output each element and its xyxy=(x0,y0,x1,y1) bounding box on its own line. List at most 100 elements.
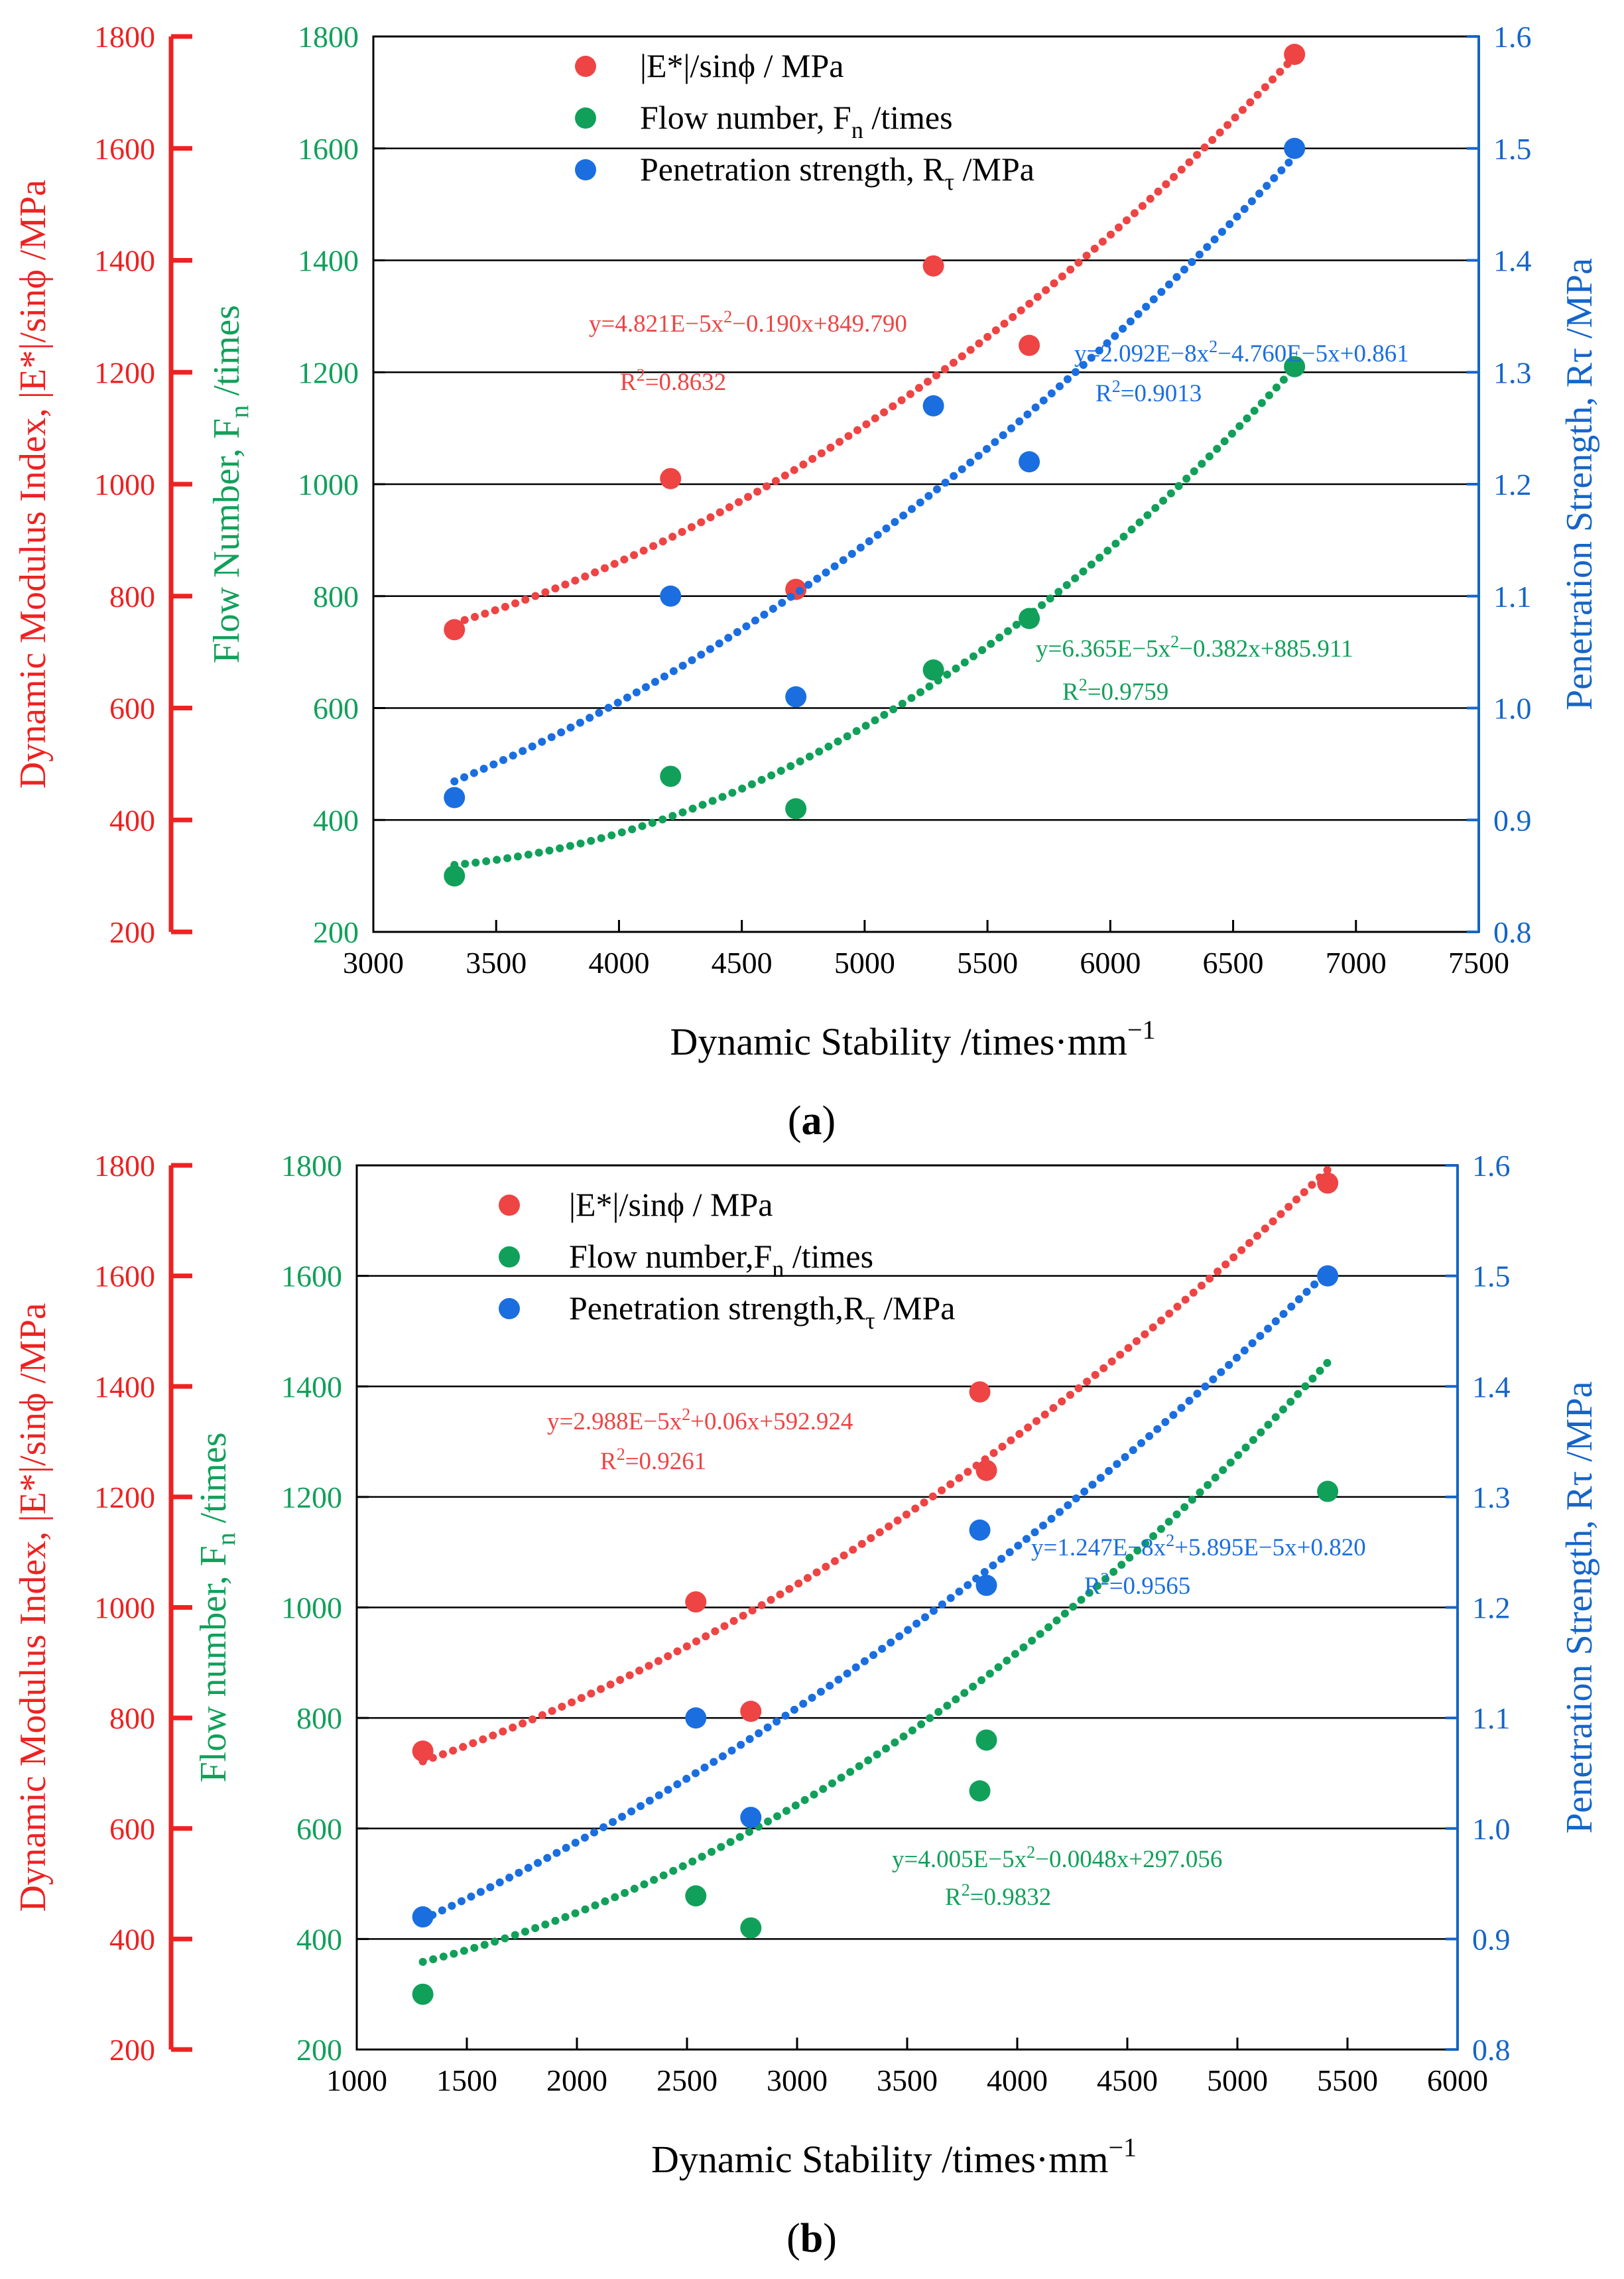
x-tick-label: 1000 xyxy=(326,2063,387,2097)
red-y-tick-label: 1800 xyxy=(94,1149,155,1183)
data-point-blue xyxy=(412,1906,434,1928)
data-point-red xyxy=(740,1701,762,1723)
data-point-red xyxy=(922,255,944,277)
green-y-tick-label: 1200 xyxy=(298,356,359,389)
data-point-green xyxy=(1019,608,1040,629)
legend-marker xyxy=(575,159,596,180)
data-point-green xyxy=(740,1917,762,1939)
legend-marker xyxy=(499,1246,520,1268)
x-tick-label: 7500 xyxy=(1448,946,1509,980)
x-tick-label: 3000 xyxy=(767,2063,828,2097)
blue-y-tick-label: 1.2 xyxy=(1472,1591,1511,1625)
data-point-green xyxy=(975,1729,997,1751)
blue-y-tick-label: 1.6 xyxy=(1493,20,1532,54)
blue-y-tick-label: 1.1 xyxy=(1493,580,1532,614)
green-y-tick-label: 1400 xyxy=(298,244,359,278)
x-tick-label: 3500 xyxy=(877,2063,938,2097)
blue-y-tick-label: 1.4 xyxy=(1472,1370,1511,1403)
green-y-tick-label: 1600 xyxy=(281,1260,342,1293)
green-y-tick-label: 800 xyxy=(296,1701,342,1735)
x-tick-label: 5000 xyxy=(834,946,895,980)
fit-curve-blue xyxy=(418,1268,1332,1923)
red-y-tick-label: 1000 xyxy=(94,468,155,501)
data-point-green xyxy=(1284,356,1306,377)
x-tick-label: 4000 xyxy=(588,946,649,980)
green-y-axis-label: Flow number, Fn /times xyxy=(193,1433,241,1783)
fit-equation-blue: y=2.092E−8x2−4.760E−5x+0.861 xyxy=(1074,337,1409,367)
legend-marker xyxy=(499,1298,520,1319)
data-point-green xyxy=(685,1885,707,1907)
r-squared-blue: R2=0.9013 xyxy=(1095,377,1202,407)
data-point-red xyxy=(412,1740,434,1762)
green-y-tick-label: 400 xyxy=(313,803,359,837)
x-tick-label: 6500 xyxy=(1203,946,1264,980)
r-squared-red: R2=0.8632 xyxy=(620,365,726,396)
data-point-green xyxy=(785,798,807,820)
data-point-blue xyxy=(1019,451,1040,473)
chart-panel-a: 3000 3500 4000 4500 5000 5500 6000 6500 7000 7500… xyxy=(13,20,1600,1143)
fit-curve-red xyxy=(450,52,1299,627)
fit-curve-red xyxy=(418,1165,1332,1766)
x-tick-label: 4000 xyxy=(987,2063,1048,2097)
blue-y-tick-label: 1.3 xyxy=(1493,356,1532,389)
green-y-tick-label: 1800 xyxy=(281,1149,342,1183)
x-tick-label: 3000 xyxy=(343,946,404,980)
red-y-tick-label: 200 xyxy=(109,2033,155,2067)
green-y-tick-label: 1000 xyxy=(298,468,359,501)
data-point-blue xyxy=(685,1707,707,1729)
blue-y-tick-label: 1.0 xyxy=(1493,692,1532,726)
red-y-tick-label: 800 xyxy=(109,1701,155,1735)
blue-y-tick-label: 0.8 xyxy=(1493,915,1532,949)
red-y-tick-label: 1200 xyxy=(94,1480,155,1514)
blue-y-tick-label: 1.5 xyxy=(1472,1260,1511,1293)
data-point-green xyxy=(444,865,466,887)
blue-y-tick-label: 1.0 xyxy=(1472,1812,1511,1846)
data-point-blue xyxy=(922,395,944,417)
r-squared-red: R2=0.9261 xyxy=(600,1445,706,1475)
x-tick-label: 5500 xyxy=(1317,2063,1378,2097)
legend-label: Flow number,Fn /times xyxy=(569,1238,873,1282)
red-y-tick-label: 1200 xyxy=(94,356,155,389)
green-y-tick-label: 1200 xyxy=(281,1480,342,1514)
r-squared-blue: R2=0.9565 xyxy=(1084,1569,1190,1600)
data-point-blue xyxy=(740,1807,762,1829)
x-tick-label: 6000 xyxy=(1427,2063,1488,2097)
x-tick-label: 4500 xyxy=(1097,2063,1158,2097)
x-axis-label: Dynamic Stability /times·mm−1 xyxy=(670,1015,1155,1063)
red-y-tick-label: 600 xyxy=(109,1812,155,1846)
legend-label: Flow number, Fn /times xyxy=(640,99,953,143)
red-y-axis-label: Dynamic Modulus Index, |E*|/sinϕ /MPa xyxy=(13,180,54,789)
blue-y-tick-label: 1.2 xyxy=(1493,468,1532,501)
green-y-tick-label: 1800 xyxy=(298,20,359,54)
red-y-tick-label: 1600 xyxy=(94,1260,155,1293)
data-point-green xyxy=(412,1983,434,2005)
data-point-red xyxy=(969,1381,991,1403)
red-y-tick-label: 800 xyxy=(109,580,155,614)
x-tick-label: 7000 xyxy=(1326,946,1387,980)
green-y-axis-label: Flow Number, Fn /times xyxy=(206,305,254,663)
green-y-tick-label: 400 xyxy=(296,1922,342,1956)
red-y-tick-label: 600 xyxy=(109,692,155,726)
x-tick-label: 4500 xyxy=(712,946,773,980)
data-point-blue xyxy=(660,585,682,607)
legend-label: Penetration strength,Rτ /MPa xyxy=(569,1289,955,1334)
legend-marker xyxy=(575,107,596,129)
x-axis-label: Dynamic Stability /times·mm−1 xyxy=(651,2132,1137,2181)
chart-panel-b: 1000 1500 2000 2500 3000 3500 4000 4500 5000 5500… xyxy=(13,1149,1600,2261)
legend-marker xyxy=(575,56,596,77)
legend-label: |E*|/sinϕ / MPa xyxy=(640,47,843,84)
data-point-blue xyxy=(1284,137,1306,159)
x-tick-label: 5500 xyxy=(957,946,1018,980)
fit-curve-green xyxy=(450,364,1299,869)
data-point-red xyxy=(444,619,466,641)
red-y-axis-label: Dynamic Modulus Index, |E*|/sinϕ /MPa xyxy=(13,1303,54,1912)
data-point-red xyxy=(975,1459,997,1481)
blue-y-tick-label: 0.8 xyxy=(1472,2033,1511,2067)
data-point-red xyxy=(1284,44,1306,65)
x-tick-label: 2000 xyxy=(546,2063,607,2097)
green-y-tick-label: 1600 xyxy=(298,132,359,166)
green-y-tick-label: 800 xyxy=(313,580,359,614)
red-y-tick-label: 1400 xyxy=(94,1370,155,1403)
blue-y-tick-label: 1.3 xyxy=(1472,1480,1511,1514)
fit-equation-green: y=4.005E−5x2−0.0048x+297.056 xyxy=(892,1843,1222,1873)
